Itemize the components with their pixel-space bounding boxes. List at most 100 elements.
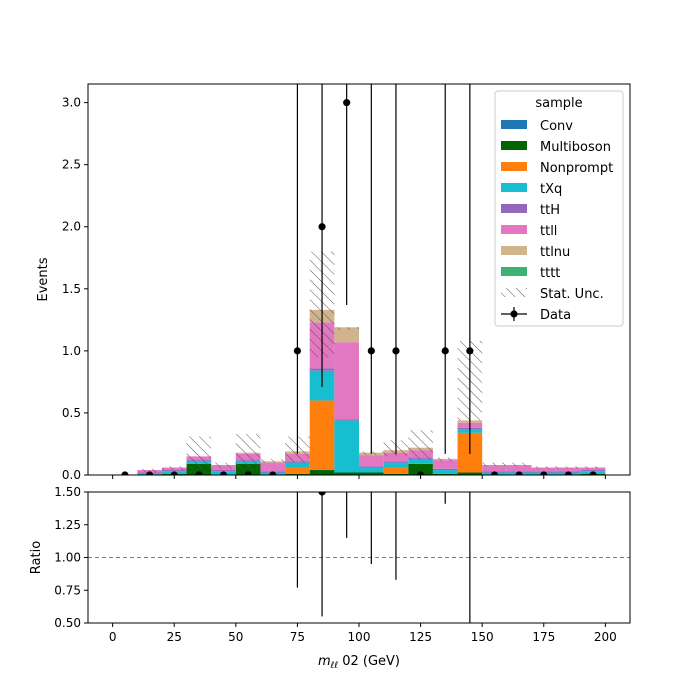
data-point bbox=[219, 471, 228, 475]
stat-unc-band bbox=[531, 466, 557, 469]
ratio-frame bbox=[87, 491, 631, 624]
x-axis-label: mℓℓ 02 (GeV) bbox=[318, 654, 400, 671]
data-point bbox=[490, 471, 499, 475]
x-tick-label: 150 bbox=[471, 630, 494, 644]
bar-tth bbox=[432, 468, 458, 471]
legend-swatch bbox=[501, 141, 527, 150]
stat-unc-band bbox=[186, 436, 212, 474]
plot-area bbox=[121, 84, 606, 475]
ratio-panel: 0.50 0.75 1.00 1.25 1.50 0 25 50 75 100 125 150 175 2… bbox=[29, 485, 631, 671]
stat-unc-band bbox=[580, 466, 606, 469]
bar-ttll bbox=[506, 465, 532, 472]
bar-txq bbox=[334, 420, 359, 473]
stat-unc-band bbox=[408, 430, 433, 461]
y-tick-label: 0.5 bbox=[62, 406, 81, 420]
stat-unc-band bbox=[260, 458, 286, 463]
legend-label: Conv bbox=[540, 119, 573, 134]
bar-multiboson bbox=[334, 472, 359, 475]
legend-swatch bbox=[501, 204, 527, 213]
y-tick-label: 1.0 bbox=[62, 344, 81, 358]
bar-nonprompt bbox=[285, 467, 310, 474]
stat-unc-band bbox=[482, 462, 507, 467]
x-tick-label: 75 bbox=[290, 630, 305, 644]
data-point bbox=[293, 347, 302, 355]
bar-multiboson bbox=[432, 473, 458, 475]
x-axis-label-subscript: ℓℓ bbox=[330, 661, 338, 671]
legend-label: tttt bbox=[540, 266, 560, 281]
legend-label: ttll bbox=[540, 224, 557, 239]
bar-ttll bbox=[531, 467, 557, 472]
legend-label: Multiboson bbox=[540, 140, 611, 155]
data-point bbox=[441, 347, 449, 355]
bar-txq bbox=[408, 458, 433, 464]
bar-multiboson bbox=[383, 473, 409, 475]
legend-swatch bbox=[501, 267, 527, 276]
legend-label: ttlnu bbox=[540, 245, 570, 260]
legend-label: Nonprompt bbox=[540, 161, 613, 176]
bar-ttll bbox=[334, 342, 359, 420]
bar-ttll bbox=[383, 452, 409, 462]
bar-multiboson bbox=[408, 463, 433, 475]
stat-unc-band bbox=[334, 327, 359, 330]
x-axis-label-symbol: m bbox=[318, 654, 331, 669]
x-tick-label: 200 bbox=[594, 630, 617, 644]
data-point bbox=[367, 347, 375, 355]
ratio-y-tick-label: 1.50 bbox=[54, 485, 81, 499]
bar-tth bbox=[359, 466, 384, 468]
bar-ttll bbox=[432, 460, 458, 469]
x-tick-label: 125 bbox=[409, 630, 432, 644]
ratio-plot-area bbox=[88, 492, 630, 623]
legend-label: tXq bbox=[540, 182, 562, 197]
legend-data-marker bbox=[510, 310, 518, 318]
legend-label: ttH bbox=[540, 203, 560, 218]
ratio-y-axis-label: Ratio bbox=[29, 541, 44, 574]
main-panel: 0.0 0.5 1.0 1.5 2.0 2.5 3.0 Events bbox=[36, 83, 631, 482]
x-tick-label: 0 bbox=[109, 630, 117, 644]
data-point bbox=[195, 471, 203, 475]
stat-unc-band bbox=[211, 462, 236, 469]
data-point bbox=[589, 471, 597, 475]
ratio-y-tick-label: 1.00 bbox=[54, 551, 81, 565]
stat-unc-band bbox=[506, 462, 532, 467]
data-point bbox=[269, 471, 277, 475]
bar-ttlnu bbox=[334, 327, 359, 343]
bar-multiboson bbox=[359, 472, 384, 475]
bar-txq bbox=[383, 462, 409, 468]
legend-swatch bbox=[501, 120, 527, 129]
bar-txq bbox=[359, 467, 384, 473]
legend-swatch bbox=[501, 225, 527, 234]
legend-swatch bbox=[501, 246, 527, 255]
x-tick-label: 25 bbox=[167, 630, 182, 644]
data-point bbox=[416, 471, 425, 475]
bar-nonprompt bbox=[383, 467, 409, 474]
y-tick-label: 2.0 bbox=[62, 220, 81, 234]
data-point bbox=[343, 99, 351, 107]
x-axis-label-rest: 02 (GeV) bbox=[338, 654, 400, 669]
ratio-y-tick-label: 1.25 bbox=[54, 518, 81, 532]
bar-tth bbox=[334, 419, 359, 421]
bar-txq bbox=[432, 470, 458, 474]
data-point bbox=[121, 471, 129, 475]
data-point bbox=[540, 471, 548, 475]
bar-tth bbox=[211, 470, 236, 472]
x-tick-label: 50 bbox=[228, 630, 243, 644]
ratio-y-tick-label: 0.75 bbox=[54, 583, 81, 597]
legend-title: sample bbox=[535, 96, 582, 111]
ratio-y-tick-label: 0.50 bbox=[54, 616, 81, 630]
y-tick-label: 1.5 bbox=[62, 282, 81, 296]
bar-tth bbox=[161, 470, 187, 472]
stat-unc-band bbox=[161, 466, 187, 471]
legend-swatch-stat-unc bbox=[501, 288, 527, 297]
x-tick-label: 100 bbox=[348, 630, 371, 644]
stat-unc-band bbox=[432, 457, 458, 462]
y-axis-label: Events bbox=[36, 257, 51, 301]
data-point bbox=[392, 347, 400, 355]
data-point bbox=[466, 347, 474, 355]
data-point bbox=[145, 471, 154, 475]
legend-swatch bbox=[501, 183, 527, 192]
x-tick-label: 175 bbox=[532, 630, 555, 644]
y-tick-label: 0.0 bbox=[62, 468, 81, 482]
bar-ttll bbox=[556, 467, 581, 472]
bar-tth bbox=[580, 470, 606, 472]
